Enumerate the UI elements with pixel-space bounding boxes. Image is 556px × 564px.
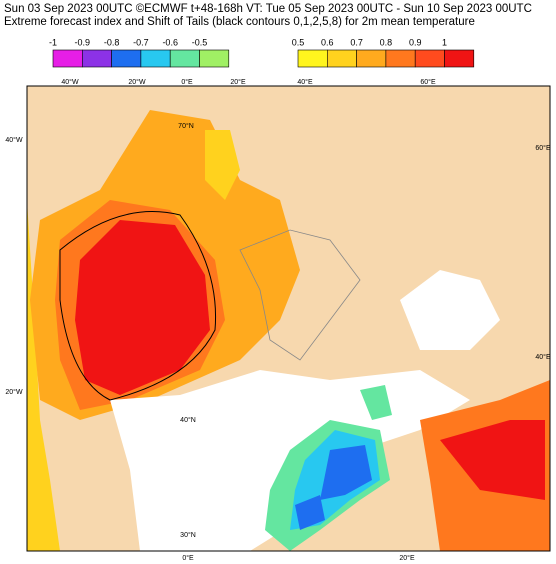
map-frame <box>26 85 551 552</box>
field <box>360 385 392 420</box>
coordinate-label: 30°N <box>180 531 196 539</box>
coastline <box>239 229 361 361</box>
coordinate-label: 20°W <box>5 388 23 396</box>
colorbar-box <box>297 49 328 68</box>
colorbar-box <box>199 49 230 68</box>
contour <box>59 211 217 401</box>
colorbar-tick-label: 0.5 <box>292 37 305 47</box>
colorbar-tick-label: -0.8 <box>104 37 120 47</box>
colorbar-tick-label: 1 <box>442 37 447 47</box>
coordinate-label: 0°E <box>181 78 193 86</box>
coordinate-label: 20°W <box>128 78 146 86</box>
field <box>320 445 372 500</box>
coordinate-label: 0°E <box>182 554 194 562</box>
field <box>440 420 545 500</box>
colorbar-tick-label: 0.6 <box>321 37 334 47</box>
colorbar-tick-label: -0.7 <box>133 37 149 47</box>
coordinate-label: 40°W <box>61 78 79 86</box>
coordinate-label: 60°E <box>420 78 436 86</box>
colorbar-box <box>52 49 83 68</box>
colorbar-box <box>356 49 387 68</box>
colorbar-tick-label: -1 <box>49 37 57 47</box>
field <box>27 200 60 551</box>
colorbar-tick-label: -0.5 <box>192 37 208 47</box>
coordinate-label: 70°N <box>178 122 194 130</box>
colorbar-box <box>140 49 171 68</box>
colorbar-tick-label: 0.9 <box>409 37 422 47</box>
colorbar-box <box>414 49 445 68</box>
colorbar-box <box>82 49 112 68</box>
coordinate-label: 20°E <box>230 78 246 86</box>
field <box>295 495 325 530</box>
coordinate-label: 40°W <box>5 136 23 144</box>
colorbar-tick-label: 0.8 <box>380 37 393 47</box>
field <box>205 130 240 200</box>
colorbar-box <box>326 49 357 68</box>
colorbar-box <box>111 49 142 68</box>
colorbar-box <box>385 49 416 68</box>
colorbar-box <box>444 49 475 68</box>
colorbar-tick-label: -0.6 <box>162 37 178 47</box>
coordinate-label: 40°E <box>297 78 313 86</box>
colorbar-box <box>169 49 200 68</box>
map <box>27 86 550 551</box>
coordinate-label: 40°E <box>535 353 551 361</box>
field <box>75 220 210 395</box>
map-labels: 40°W 20°W 0°E 20°E 40°E 60°E 40°W 20°W 60°E 40°E 7… <box>5 78 551 562</box>
colorbar-tick-label: -0.9 <box>75 37 91 47</box>
colorbars: -1 -0.9 -0.8 -0.7 -0.6 -0.5 0.5 0.6 0.7 0.8 0.9 1 <box>49 37 475 68</box>
title-line: Sun 03 Sep 2023 00UTC ©ECMWF t+48-168h V… <box>4 3 532 15</box>
coordinate-label: 40°N <box>180 416 196 424</box>
coordinate-label: 60°E <box>535 144 551 152</box>
subtitle-line: Extreme forecast index and Shift of Tail… <box>4 16 475 28</box>
colorbar-tick-label: 0.7 <box>350 37 363 47</box>
sea <box>400 270 500 350</box>
coordinate-label: 20°E <box>399 554 415 562</box>
